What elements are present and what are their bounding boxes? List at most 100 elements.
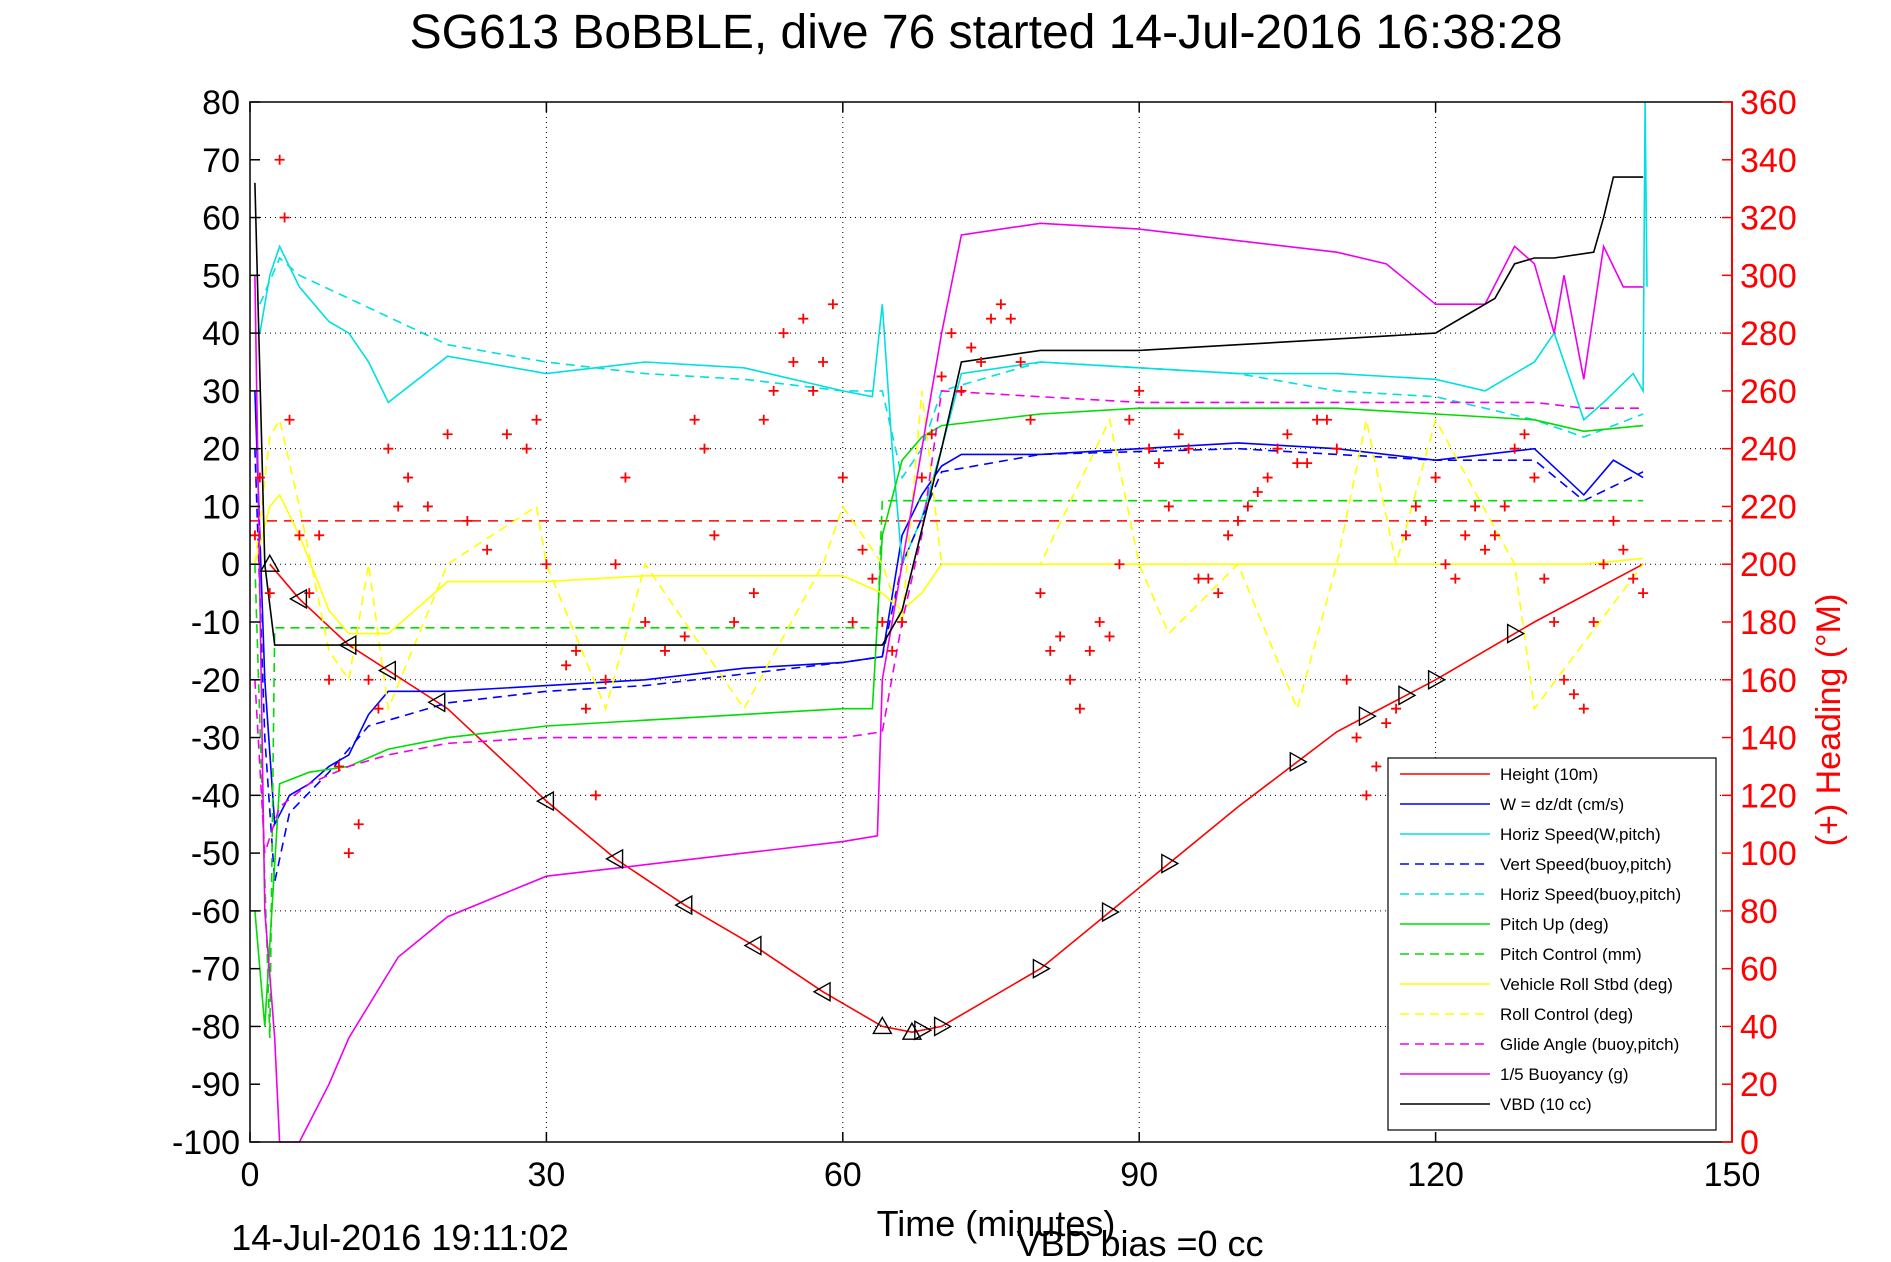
- heading-point: [758, 414, 769, 425]
- heading-point: [620, 472, 631, 483]
- legend-label-horiz-speed-buoy-pitch: Horiz Speed(buoy,pitch): [1500, 885, 1681, 904]
- heading-point: [403, 472, 414, 483]
- heading-point: [1233, 515, 1243, 526]
- heading-point: [531, 414, 542, 425]
- heading-point: [521, 443, 532, 454]
- marker-left-triangle: [427, 692, 446, 713]
- heading-point: [1153, 458, 1164, 469]
- heading-point: [482, 544, 493, 555]
- heading-point: [1559, 674, 1570, 685]
- legend-label-vehicle-roll-stbd-deg: Vehicle Roll Stbd (deg): [1500, 975, 1673, 994]
- heading-point: [1381, 718, 1392, 729]
- heading-point: [249, 530, 260, 541]
- legend-label-horiz-speed-w-pitch: Horiz Speed(W,pitch): [1500, 825, 1661, 844]
- series-pitch-control-mm: [254, 499, 1644, 1039]
- y-right-tick-label: 40: [1740, 1008, 1778, 1046]
- heading-point: [580, 703, 591, 714]
- heading-point: [442, 429, 453, 440]
- series-vbd-10-cc: [254, 176, 1644, 646]
- footer-vbd-bias: VBD bias =0 cc: [1016, 1223, 1263, 1262]
- heading-point: [788, 357, 799, 367]
- heading-point: [264, 588, 275, 599]
- heading-point: [1094, 617, 1105, 627]
- legend-label-roll-control-deg: Roll Control (deg): [1500, 1005, 1633, 1024]
- x-tick-label: 60: [824, 1156, 862, 1194]
- y-tick-label: -50: [191, 835, 240, 873]
- plot-area: [249, 101, 1732, 1143]
- heading-point: [986, 313, 996, 324]
- heading-point: [1292, 458, 1303, 469]
- series-horiz-speed-buoy-pitch: [259, 256, 1644, 480]
- y-right-tick-label: 240: [1740, 431, 1797, 469]
- heading-point: [1331, 443, 1342, 454]
- heading-point: [333, 761, 344, 772]
- heading-point: [1519, 429, 1530, 440]
- heading-point: [561, 660, 572, 671]
- heading-point: [976, 357, 987, 367]
- heading-point: [966, 342, 977, 353]
- marker-left-triangle: [743, 935, 762, 956]
- heading-point: [877, 617, 888, 627]
- legend-box: [1387, 757, 1717, 1131]
- heading-point: [1618, 544, 1629, 555]
- heading-point: [1608, 515, 1619, 526]
- heading-point: [1203, 573, 1214, 584]
- y-right-tick-label: 320: [1740, 200, 1797, 238]
- heading-point: [778, 328, 789, 339]
- heading-point: [1055, 631, 1066, 642]
- y-right-tick-label: 180: [1740, 604, 1797, 642]
- y-right-tick-label: 300: [1740, 257, 1797, 295]
- marker-left-triangle: [674, 894, 693, 916]
- heading-point: [1410, 501, 1421, 512]
- heading-point: [1539, 573, 1550, 584]
- marker-left-triangle: [288, 588, 308, 610]
- x-tick-label: 0: [241, 1156, 260, 1194]
- heading-point: [610, 559, 621, 570]
- heading-point: [343, 848, 354, 859]
- marker-right-triangle: [1398, 685, 1417, 706]
- heading-point: [847, 617, 858, 627]
- heading-point: [1173, 429, 1184, 440]
- y-right-tick-label: 220: [1740, 488, 1797, 526]
- y-right-tick-label: 20: [1740, 1066, 1778, 1104]
- x-tick-label: 120: [1407, 1156, 1464, 1194]
- y-right-tick-label: 60: [1740, 951, 1778, 989]
- heading-point: [916, 472, 927, 483]
- x-tick-label: 150: [1704, 1156, 1761, 1194]
- heading-point: [1489, 530, 1500, 541]
- heading-point: [1549, 617, 1560, 627]
- heading-point: [383, 443, 394, 454]
- legend-label-pitch-up-deg: Pitch Up (deg): [1500, 915, 1609, 934]
- y-tick-label: -100: [172, 1124, 240, 1162]
- series-1-5-buoyancy-g: [254, 222, 1644, 1143]
- marker-right-triangle: [1161, 853, 1180, 874]
- heading-point: [857, 544, 868, 555]
- marker-left-triangle: [812, 981, 831, 1002]
- heading-point: [818, 357, 829, 367]
- heading-point: [1144, 443, 1155, 454]
- heading-point: [363, 674, 374, 685]
- y-axis-right-label: (+) Heading (°M): [1810, 594, 1848, 847]
- x-axis-label: Time (minutes): [877, 1203, 1116, 1244]
- y-right-tick-label: 100: [1740, 835, 1797, 873]
- marker-right-triangle: [1101, 901, 1120, 923]
- heading-point: [768, 385, 779, 396]
- y-tick-label: -70: [191, 951, 240, 989]
- y-tick-label: 60: [202, 200, 240, 238]
- heading-point: [1321, 414, 1332, 425]
- y-right-tick-label: 80: [1740, 893, 1778, 931]
- heading-point: [324, 674, 335, 685]
- y-tick-label: -80: [191, 1008, 240, 1046]
- heading-point: [1213, 588, 1224, 599]
- heading-point: [294, 530, 305, 541]
- heading-series: [249, 154, 1649, 859]
- heading-point: [1302, 458, 1313, 469]
- heading-point: [897, 617, 908, 627]
- heading-point: [1114, 559, 1125, 570]
- heading-point: [600, 674, 611, 685]
- heading-point: [373, 703, 384, 714]
- heading-point: [808, 385, 819, 396]
- marker-left-triangle: [377, 660, 397, 681]
- marker-right-triangle: [1032, 958, 1051, 979]
